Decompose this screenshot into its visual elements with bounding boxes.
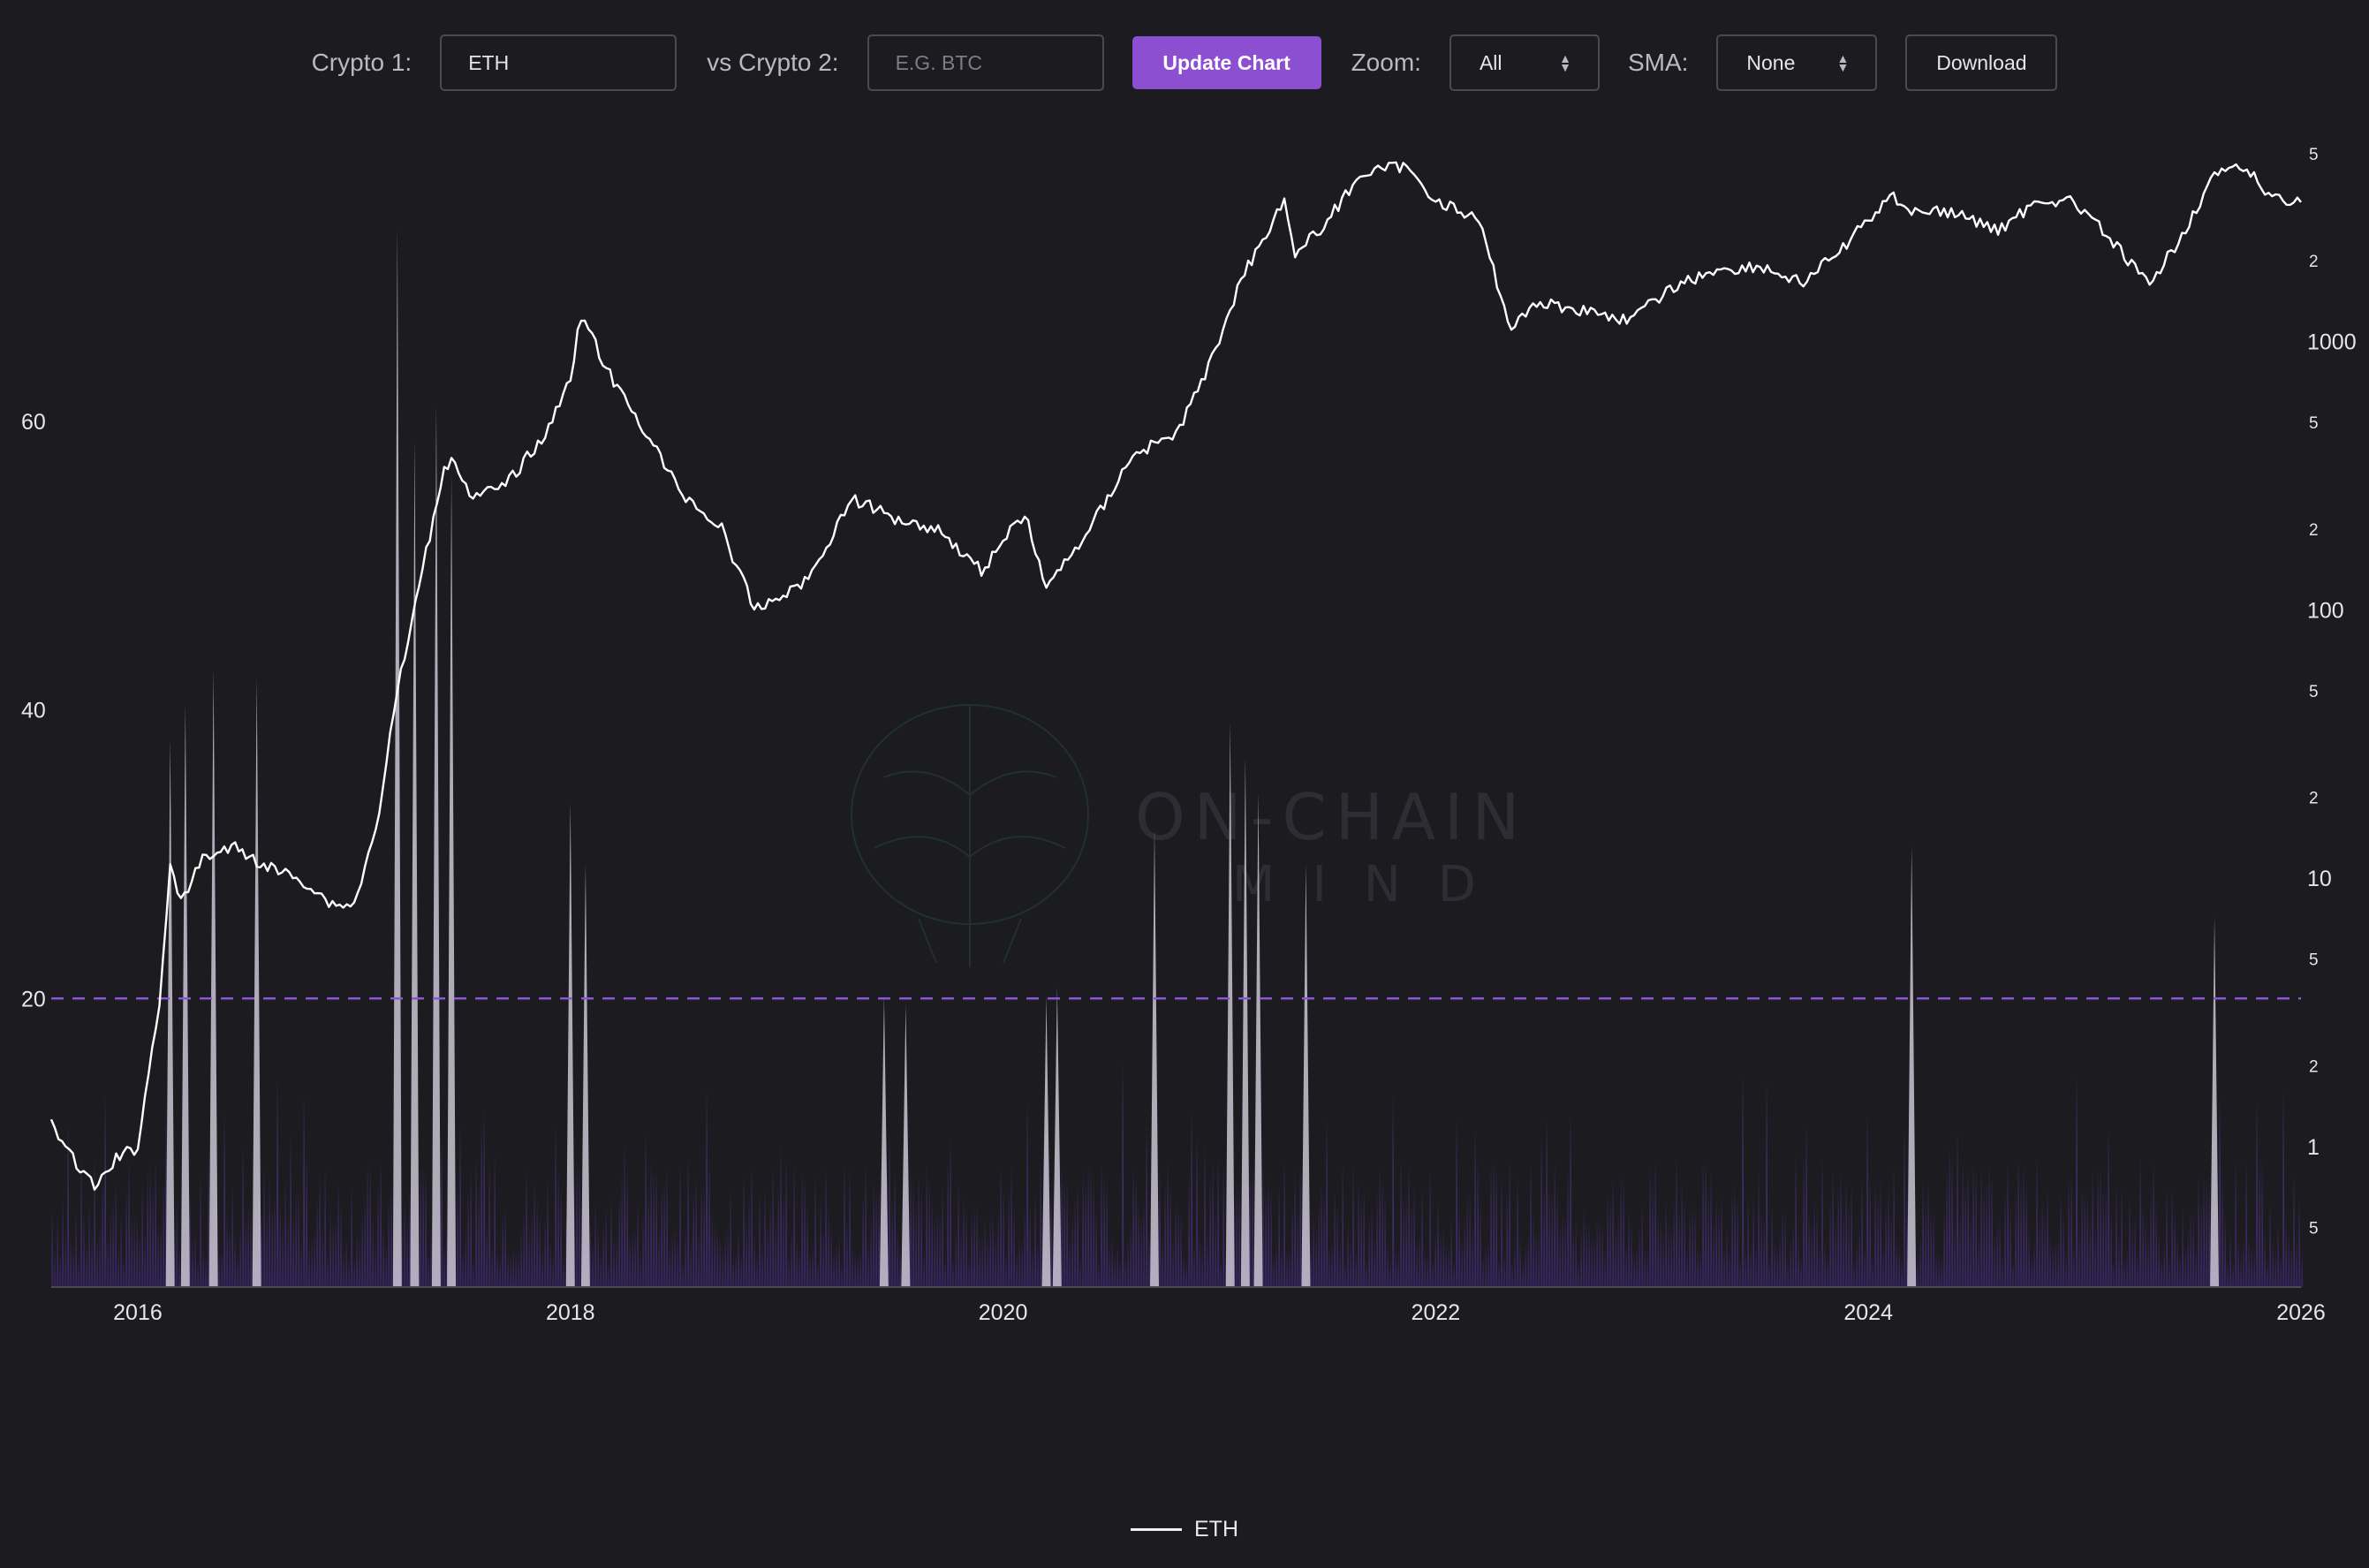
right-axis-minor-tick-label: 2: [2309, 790, 2319, 808]
left-axis-tick-label: 40: [21, 699, 46, 723]
crypto1-input[interactable]: [440, 34, 677, 91]
chevron-updown-icon: ▲ ▼: [1836, 51, 1850, 74]
volume-spike: [392, 227, 402, 1287]
legend-label: ETH: [1194, 1517, 1238, 1541]
zoom-label: Zoom:: [1351, 49, 1421, 76]
right-axis-minor-tick-label: 5: [2309, 1220, 2319, 1238]
right-axis-minor-tick-label: 5: [2309, 414, 2319, 433]
crypto1-label: Crypto 1:: [311, 49, 412, 76]
volume-spike: [252, 678, 261, 1287]
right-axis-tick-label: 1: [2307, 1135, 2320, 1160]
volume-spikes-purple: [51, 1061, 2304, 1287]
left-axis-tick-label: 60: [21, 410, 46, 435]
volume-spike: [565, 801, 575, 1287]
right-axis-minor-tick-label: 5: [2309, 951, 2319, 970]
volume-spike: [1052, 987, 1062, 1287]
volume-spike: [901, 1004, 911, 1287]
volume-spike: [1041, 996, 1051, 1287]
x-axis-tick-label: 2016: [113, 1300, 163, 1325]
x-axis-tick-label: 2018: [546, 1300, 595, 1325]
sma-select-value: None: [1746, 50, 1796, 74]
brain-logo-icon: [851, 704, 1089, 967]
volume-spike: [410, 439, 420, 1287]
watermark-line2: MIND: [1232, 856, 1513, 913]
watermark-line1: ON-CHAIN: [1135, 780, 1528, 854]
volume-spike: [431, 404, 441, 1287]
update-chart-button[interactable]: Update Chart: [1132, 36, 1321, 89]
x-axis-tick-label: 2026: [2276, 1300, 2326, 1325]
zoom-select[interactable]: All ▲ ▼: [1449, 34, 1600, 91]
volume-spike: [1150, 828, 1160, 1287]
series-line-eth: [49, 161, 2302, 1191]
zoom-select-value: All: [1479, 50, 1502, 74]
volume-spike: [1301, 863, 1311, 1287]
left-axis-tick-label: 20: [21, 987, 46, 1011]
legend-swatch: [1131, 1528, 1182, 1531]
right-axis-minor-tick-label: 5: [2309, 683, 2319, 701]
volume-spike: [1240, 757, 1250, 1287]
volume-spike: [208, 669, 218, 1287]
volume-spike: [165, 739, 175, 1287]
right-axis-minor-tick-label: 5: [2309, 146, 2319, 164]
right-axis-minor-tick-label: 2: [2309, 253, 2319, 271]
x-axis-tick-label: 2020: [979, 1300, 1028, 1325]
legend[interactable]: ETH: [0, 1517, 2369, 1542]
sma-label: SMA:: [1627, 49, 1689, 76]
crypto2-input[interactable]: [867, 34, 1104, 91]
volume-spike: [180, 704, 190, 1287]
volume-spike: [580, 863, 590, 1287]
volume-spike: [2210, 916, 2220, 1287]
right-axis-tick-label: 100: [2307, 598, 2344, 623]
download-button[interactable]: Download: [1905, 34, 2058, 91]
right-axis-minor-tick-label: 2: [2309, 1058, 2319, 1077]
volume-spike: [1907, 845, 1917, 1287]
sma-select[interactable]: None ▲ ▼: [1716, 34, 1878, 91]
price-volume-chart[interactable]: ON-CHAIN MIND 20 40 60 1 10 100 1000 5 2 5 2 5 2 5 2 5…: [0, 0, 2369, 1449]
right-axis-minor-tick-label: 2: [2309, 521, 2319, 540]
chevron-updown-icon: ▲ ▼: [1559, 51, 1571, 74]
volume-spike: [447, 474, 457, 1287]
volume-spike: [1225, 722, 1235, 1287]
watermark: ON-CHAIN MIND: [851, 704, 1528, 967]
volume-spike: [879, 996, 889, 1287]
right-axis-tick-label: 1000: [2307, 330, 2357, 354]
volume-spike: [1253, 792, 1263, 1287]
right-axis-tick-label: 10: [2307, 867, 2332, 891]
x-axis-tick-label: 2022: [1412, 1300, 1461, 1325]
crypto2-label: vs Crypto 2:: [707, 49, 839, 76]
x-axis-tick-label: 2024: [1843, 1300, 1893, 1325]
toolbar: Crypto 1: vs Crypto 2: Update Chart Zoom…: [0, 34, 2369, 92]
